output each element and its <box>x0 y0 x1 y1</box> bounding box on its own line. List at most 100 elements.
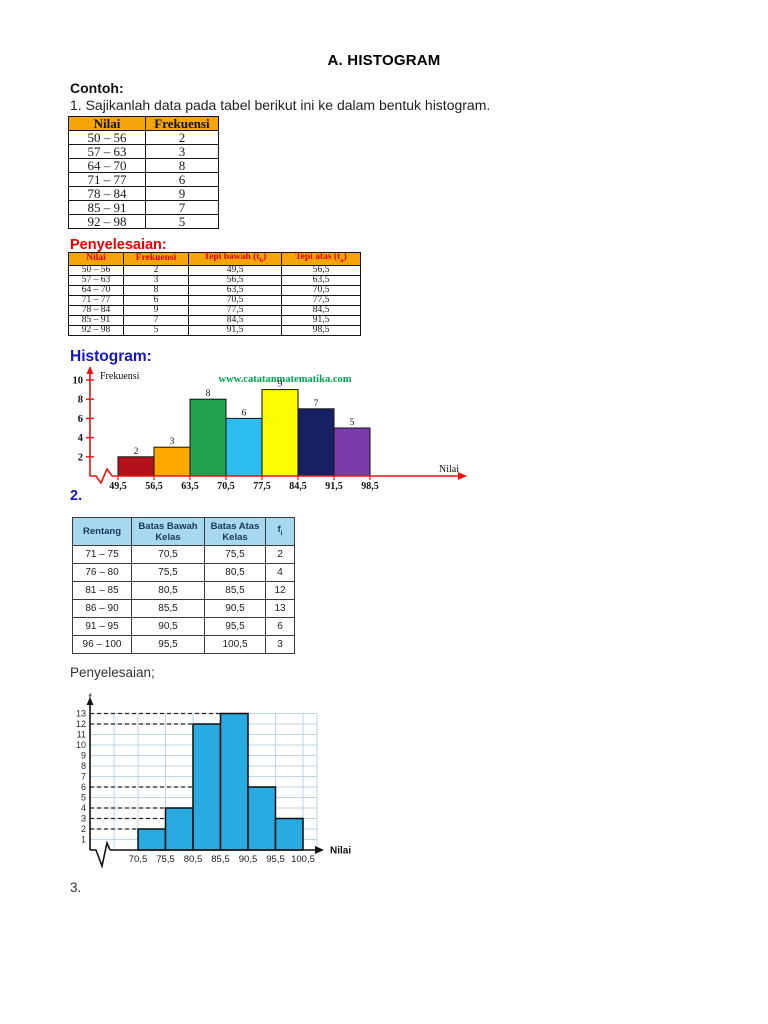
table-cell: 80,5 <box>204 563 266 582</box>
table-cell: 70,5 <box>188 294 282 306</box>
column-header: Batas Atas Kelas <box>204 517 266 546</box>
x-tick-label: 63,5 <box>181 481 199 492</box>
table-cell: 6 <box>145 172 219 187</box>
bar-value-label: 2 <box>134 447 139 457</box>
table-cell: 5 <box>145 214 219 229</box>
table-row: 91 – 95 90,5 95,5 6 <box>72 617 295 636</box>
table-cell: 92 – 98 <box>68 214 146 229</box>
table-row: 85 – 91 7 84,5 91,5 <box>68 314 361 326</box>
table-cell: 77,5 <box>281 294 361 306</box>
y-tick-label: 5 <box>81 793 86 803</box>
histogram-bar <box>164 807 194 851</box>
table-cell: 57 – 63 <box>68 144 146 159</box>
table-cell: 85,5 <box>131 599 205 618</box>
y-tick-label: 12 <box>76 719 86 729</box>
table-cell: 78 – 84 <box>68 186 146 201</box>
watermark: www.catatanmatematika.com <box>219 374 352 385</box>
problem3-label: 3. <box>70 880 82 895</box>
x-tick-label: 75,5 <box>156 854 175 865</box>
bar-value-label: 3 <box>170 437 175 447</box>
table-cell: 3 <box>123 274 189 286</box>
table-cell: 6 <box>123 294 189 306</box>
x-tick-label: 70,5 <box>129 854 148 865</box>
table-row: 50 – 56 2 <box>68 130 219 145</box>
table-cell: 77,5 <box>188 304 282 316</box>
bar-value-label: 5 <box>350 418 355 428</box>
bar-value-label: 9 <box>278 380 283 390</box>
table-row: 78 – 84 9 <box>68 186 219 201</box>
table-cell: 86 – 90 <box>72 599 132 618</box>
x-axis-break <box>90 840 111 869</box>
bar-value-label: 6 <box>242 408 247 418</box>
table-cell: 92 – 98 <box>68 324 124 336</box>
page-title: A. HISTOGRAM <box>327 52 441 69</box>
table-cell: 6 <box>265 617 295 636</box>
table-cell: 95,5 <box>204 617 266 636</box>
histogram-bar <box>219 712 249 851</box>
table-cell: 85 – 91 <box>68 314 124 326</box>
table-cell: 84,5 <box>281 304 361 316</box>
solution-table: Nilai Frekuensi Tepi bawah (tb) Tepi atas (… <box>68 252 361 336</box>
table-cell: 80,5 <box>131 581 205 600</box>
table-row: 85 – 91 7 <box>68 200 219 215</box>
table-cell: 8 <box>123 284 189 296</box>
table-cell: 64 – 70 <box>68 158 146 173</box>
bar-value-label: 8 <box>206 389 211 399</box>
penyelesaian2-label: Penyelesaian; <box>70 665 155 680</box>
y-tick-label: 6 <box>81 782 86 792</box>
x-axis-arrow <box>458 472 467 480</box>
table-cell: 13 <box>265 599 295 618</box>
histogram-bar <box>261 389 299 477</box>
histogram-bar <box>192 723 222 851</box>
table-cell: 90,5 <box>131 617 205 636</box>
histogram-bar <box>153 446 191 477</box>
table-cell: 3 <box>265 635 295 654</box>
table-cell: 96 – 100 <box>72 635 132 654</box>
table-cell: 75,5 <box>204 545 266 564</box>
y-axis-title: f <box>89 693 92 704</box>
table-cell: 70,5 <box>131 545 205 564</box>
x-tick-label: 49,5 <box>109 481 127 492</box>
table-cell: 70,5 <box>281 284 361 296</box>
x-axis-break <box>90 467 113 485</box>
y-axis-arrow <box>86 366 94 374</box>
x-tick-label: 77,5 <box>253 481 271 492</box>
y-tick-label: 7 <box>81 772 86 782</box>
table-cell: 50 – 56 <box>68 264 124 276</box>
histogram-bar <box>274 817 304 851</box>
table-cell: 85,5 <box>204 581 266 600</box>
y-tick-label: 2 <box>78 452 83 463</box>
table-cell: 64 – 70 <box>68 284 124 296</box>
table-row: 50 – 56 2 49,5 56,5 <box>68 264 361 276</box>
table-cell: 56,5 <box>281 264 361 276</box>
table-cell: 50 – 56 <box>68 130 146 145</box>
histogram-bar <box>333 427 371 477</box>
table-row: 71 – 77 6 70,5 77,5 <box>68 294 361 306</box>
table-cell: 63,5 <box>188 284 282 296</box>
table-cell: 56,5 <box>188 274 282 286</box>
table-cell: 2 <box>123 264 189 276</box>
x-tick-label: 98,5 <box>361 481 379 492</box>
table-cell: 71 – 75 <box>72 545 132 564</box>
y-axis-title: Frekuensi <box>100 371 140 382</box>
table-cell: 2 <box>265 545 295 564</box>
table-cell: 49,5 <box>188 264 282 276</box>
table-cell: 81 – 85 <box>72 581 132 600</box>
x-tick-label: 90,5 <box>239 854 258 865</box>
table-cell: 9 <box>145 186 219 201</box>
bar-value-label: 7 <box>314 399 319 409</box>
x-tick-label: 85,5 <box>211 854 230 865</box>
table-cell: 71 – 77 <box>68 294 124 306</box>
x-tick-label: 70,5 <box>217 481 235 492</box>
table-row: 81 – 85 80,5 85,5 12 <box>72 581 295 600</box>
table-row: 92 – 98 5 91,5 98,5 <box>68 324 361 336</box>
contoh-label: Contoh: <box>70 80 124 96</box>
table-cell: 90,5 <box>204 599 266 618</box>
x-tick-label: 95,5 <box>266 854 285 865</box>
histogram-bar <box>189 398 227 477</box>
table-cell: 9 <box>123 304 189 316</box>
histogram-bar <box>225 417 263 477</box>
y-axis-arrow <box>86 697 94 705</box>
